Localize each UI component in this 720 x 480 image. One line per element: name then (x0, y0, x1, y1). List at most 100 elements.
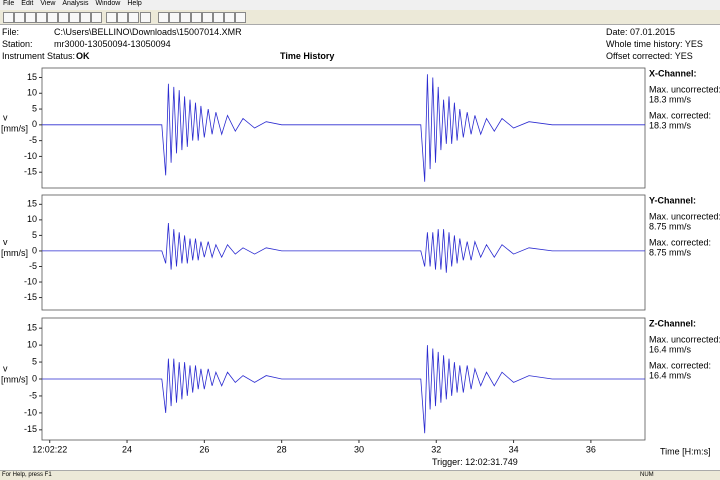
num-indicator: NUM (640, 472, 654, 478)
channel-title: Z-Channel: (649, 318, 696, 328)
station-label: Station: (2, 39, 33, 49)
plot-frame (41, 194, 646, 311)
y-tick-label: -15 (24, 424, 37, 434)
station: mr3000-13050094-13050094 (54, 39, 171, 49)
x-tick-label: 30 (354, 444, 364, 454)
y-axis-label: v (3, 363, 8, 373)
x-tick-label: 24 (122, 444, 132, 454)
waveform (42, 345, 645, 434)
y-tick-label: 0 (32, 119, 37, 129)
channel-annotation: 8.75 mm/s (649, 221, 692, 231)
status-bar: For Help, press F1 NUM (0, 470, 720, 480)
y-tick-label: 5 (32, 356, 37, 366)
y-tick-label: -5 (29, 390, 37, 400)
toolbar-button[interactable] (14, 12, 25, 23)
channel-annotation: Max. uncorrected: (649, 84, 720, 94)
channel-annotation: 16.4 mm/s (649, 370, 692, 380)
toolbar-button[interactable] (69, 12, 80, 23)
channel-annotation: 18.3 mm/s (649, 120, 692, 130)
x-tick-label: 34 (509, 444, 519, 454)
toolbar-button[interactable] (117, 12, 128, 23)
toolbar-button[interactable] (180, 12, 191, 23)
menu-item[interactable]: File (3, 0, 15, 7)
x-axis-label: Time [H:m:s] (660, 446, 711, 456)
channel-annotation: Max. uncorrected: (649, 334, 720, 344)
menu-item[interactable]: Window (95, 0, 121, 7)
date: Date: 07.01.2015 (606, 27, 676, 37)
channel-annotation: 16.4 mm/s (649, 344, 692, 354)
menu-item[interactable]: Analysis (62, 0, 89, 7)
y-tick-label: -10 (24, 151, 37, 161)
toolbar-button[interactable] (58, 12, 69, 23)
y-tick-label: 15 (27, 72, 37, 82)
toolbar-button[interactable] (128, 12, 139, 23)
trigger: Trigger: 12:02:31.749 (432, 457, 518, 467)
plot-frame (41, 67, 646, 189)
y-tick-label: 0 (32, 245, 37, 255)
channel-annotation: Max. corrected: (649, 110, 711, 120)
status: OK (76, 51, 90, 61)
toolbar-button[interactable] (158, 12, 169, 23)
toolbar-button[interactable] (36, 12, 47, 23)
toolbar-button[interactable] (191, 12, 202, 23)
waveform (42, 74, 645, 182)
help-text: For Help, press F1 (2, 472, 52, 478)
x-tick-label: 28 (277, 444, 287, 454)
toolbar-button[interactable] (169, 12, 180, 23)
toolbar-button[interactable] (3, 12, 14, 23)
channel-annotation: 18.3 mm/s (649, 94, 692, 104)
x-tick-label: 12:02:22 (32, 444, 67, 454)
whole-history: Whole time history: YES (606, 39, 703, 49)
file-path: C:\Users\BELLINO\Downloads\15007014.XMR (54, 27, 242, 37)
y-axis-label: v (3, 237, 8, 247)
status-label: Instrument Status: (2, 51, 76, 61)
y-tick-label: -5 (29, 135, 37, 145)
x-tick-label: 26 (199, 444, 209, 454)
y-tick-label: 15 (27, 323, 37, 333)
menu-bar: File Edit View Analysis Window Help (0, 0, 720, 10)
y-tick-label: 10 (27, 214, 37, 224)
toolbar-button[interactable] (213, 12, 224, 23)
toolbar-button[interactable] (91, 12, 102, 23)
y-axis-unit: [mm/s] (1, 248, 28, 258)
x-tick-label: 36 (586, 444, 596, 454)
y-axis-label: v (3, 112, 8, 122)
menu-item[interactable]: Help (127, 0, 142, 7)
view-title: Time History (280, 51, 335, 61)
menu-item[interactable]: View (40, 0, 56, 7)
channel-annotation: Max. corrected: (649, 360, 711, 370)
file-label: File: (2, 27, 20, 37)
y-tick-label: 0 (32, 373, 37, 383)
y-tick-label: -15 (24, 292, 37, 302)
toolbar-button[interactable] (106, 12, 117, 23)
x-tick-label: 32 (431, 444, 441, 454)
y-tick-label: -5 (29, 261, 37, 271)
menu-item[interactable]: Edit (21, 0, 34, 7)
y-axis-unit: [mm/s] (1, 374, 28, 384)
channel-title: Y-Channel: (649, 195, 696, 205)
y-tick-label: -15 (24, 167, 37, 177)
y-tick-label: 10 (27, 88, 37, 98)
channel-annotation: Max. uncorrected: (649, 211, 720, 221)
toolbar-button[interactable] (80, 12, 91, 23)
offset-corrected: Offset corrected: YES (606, 51, 693, 61)
toolbar-button[interactable] (235, 12, 246, 23)
toolbar-button[interactable] (202, 12, 213, 23)
waveform (42, 222, 645, 273)
y-tick-label: 10 (27, 339, 37, 349)
channel-annotation: 8.75 mm/s (649, 247, 692, 257)
y-tick-label: 5 (32, 230, 37, 240)
y-tick-label: 5 (32, 103, 37, 113)
toolbar-button[interactable] (224, 12, 235, 23)
toolbar-button[interactable] (47, 12, 58, 23)
toolbar (0, 10, 720, 25)
toolbar-button[interactable] (25, 12, 36, 23)
y-tick-label: 15 (27, 199, 37, 209)
y-tick-label: -10 (24, 276, 37, 286)
channel-title: X-Channel: (649, 68, 697, 78)
y-axis-unit: [mm/s] (1, 123, 28, 133)
toolbar-button[interactable] (140, 12, 151, 23)
y-tick-label: -10 (24, 407, 37, 417)
